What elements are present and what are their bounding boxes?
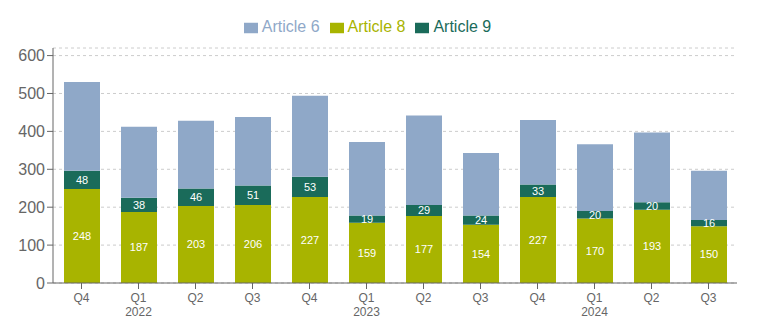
svg-text:600: 600 — [18, 47, 45, 64]
svg-text:19: 19 — [361, 213, 373, 225]
svg-text:Q2: Q2 — [415, 291, 431, 305]
html-text:Article 6: Article 6 — [261, 18, 320, 35]
svg-text:Q12024: Q12024 — [581, 291, 608, 319]
svg-text:51: 51 — [247, 189, 259, 201]
svg-text:Q4: Q4 — [73, 291, 89, 305]
svg-text:193: 193 — [643, 240, 661, 252]
svg-text:227: 227 — [529, 234, 547, 246]
svg-text:400: 400 — [18, 123, 45, 140]
svg-text:53: 53 — [304, 181, 316, 193]
svg-text:206: 206 — [244, 238, 262, 250]
svg-text:33: 33 — [532, 185, 544, 197]
svg-text:227: 227 — [301, 234, 319, 246]
svg-text:Q2: Q2 — [643, 291, 659, 305]
svg-text:177: 177 — [415, 243, 433, 255]
svg-text:200: 200 — [18, 199, 45, 216]
svg-text:248: 248 — [73, 230, 91, 242]
svg-text:29: 29 — [418, 204, 430, 216]
svg-text:170: 170 — [586, 245, 604, 257]
svg-text:Q12023: Q12023 — [353, 291, 380, 319]
svg-text:300: 300 — [18, 161, 45, 178]
svg-text:46: 46 — [190, 191, 202, 203]
svg-text:187: 187 — [130, 241, 148, 253]
svg-text:Q4: Q4 — [301, 291, 317, 305]
svg-text:38: 38 — [133, 199, 145, 211]
svg-text:48: 48 — [76, 174, 88, 186]
svg-text:20: 20 — [589, 209, 601, 221]
svg-text:Q12022: Q12022 — [125, 291, 152, 319]
svg-text:Q3: Q3 — [472, 291, 488, 305]
html-text:Article 9: Article 9 — [433, 18, 492, 35]
svg-text:500: 500 — [18, 85, 45, 102]
svg-text:20: 20 — [646, 200, 658, 212]
svg-text:Q3: Q3 — [700, 291, 716, 305]
svg-text:0: 0 — [36, 275, 45, 292]
svg-text:159: 159 — [358, 247, 376, 259]
svg-text:100: 100 — [18, 237, 45, 254]
svg-text:16: 16 — [703, 217, 715, 229]
svg-text:24: 24 — [475, 214, 487, 226]
svg-text:Q4: Q4 — [529, 291, 545, 305]
svg-text:150: 150 — [700, 248, 718, 260]
html-text:Article 8: Article 8 — [347, 18, 406, 35]
svg-text:Q2: Q2 — [187, 291, 203, 305]
svg-text:Q3: Q3 — [244, 291, 260, 305]
svg-text:203: 203 — [187, 238, 205, 250]
svg-text:154: 154 — [472, 248, 490, 260]
